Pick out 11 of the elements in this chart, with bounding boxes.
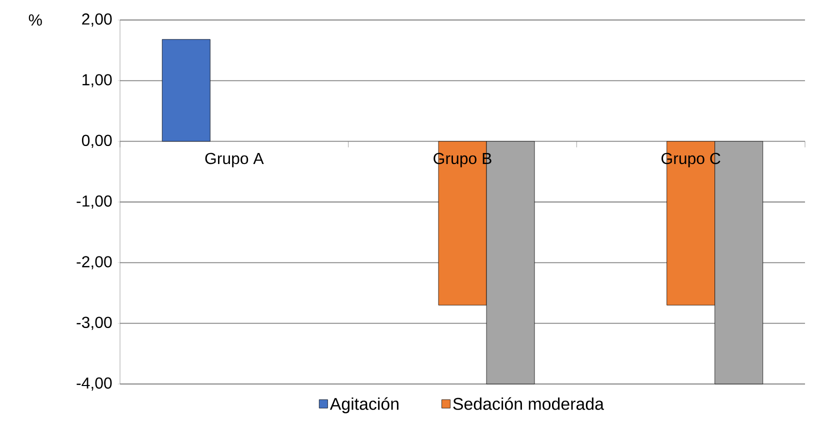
y-tick-label: -1,00 (76, 195, 112, 209)
y-tick-label: 0,00 (82, 134, 112, 148)
x-tick-label: Grupo A (205, 152, 264, 168)
legend-label: Sedación moderada (453, 397, 604, 410)
y-axis-title: % (28, 14, 42, 26)
y-tick-label: -2,00 (76, 256, 112, 270)
y-tick-label: 1,00 (82, 74, 112, 88)
y-tick-label: 2,00 (82, 13, 112, 27)
y-tick-label: -4,00 (76, 377, 112, 391)
legend-label: Agitación (330, 397, 398, 414)
y-tick-label: -3,00 (76, 316, 112, 330)
